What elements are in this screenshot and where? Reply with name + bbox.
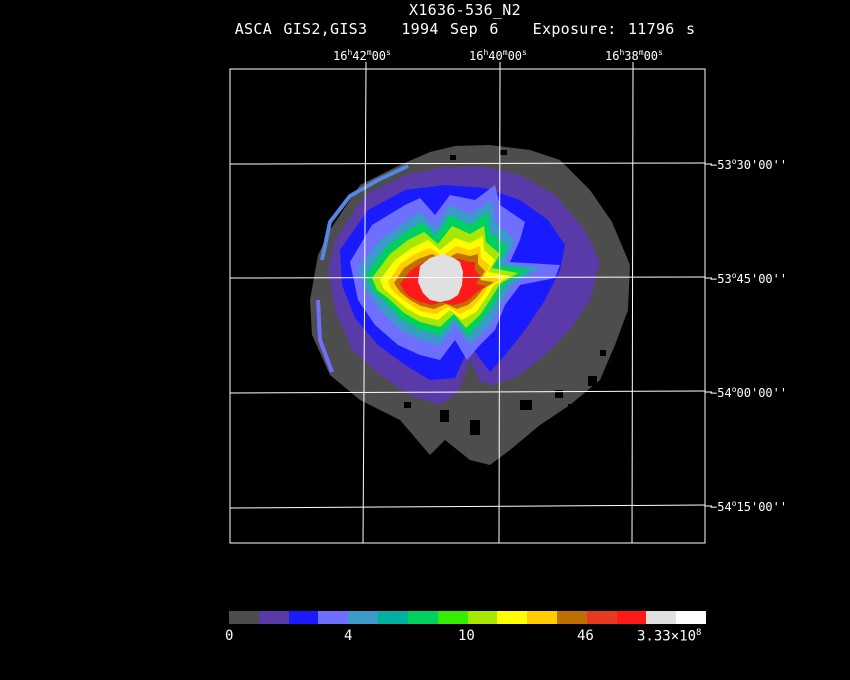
ra-gridline bbox=[498, 69, 501, 543]
colorbar-swatch bbox=[258, 611, 289, 624]
dec-label: −53o45'00'' bbox=[710, 271, 788, 286]
dec-label: −53o30'00'' bbox=[710, 157, 788, 172]
colorbar-swatch bbox=[229, 611, 259, 624]
ra-label: 16h42m00s bbox=[333, 48, 391, 63]
ra-label: 16h38m00s bbox=[605, 48, 663, 63]
dec-gridline bbox=[230, 504, 705, 509]
colorbar-swatch bbox=[646, 611, 677, 624]
ra-gridline bbox=[362, 69, 367, 543]
colorbar-swatch bbox=[288, 611, 319, 624]
dec-label: −54o00'00'' bbox=[710, 385, 788, 400]
calibration-source-rim bbox=[316, 164, 409, 373]
colorbar-swatch bbox=[467, 611, 498, 624]
colorbar-tick: 0 bbox=[225, 628, 234, 644]
colorbar-swatch bbox=[497, 611, 528, 624]
colorbar-swatch bbox=[556, 611, 587, 624]
exposure-label: Exposure: 11796 s bbox=[532, 20, 696, 38]
colorbar-swatch bbox=[348, 611, 379, 624]
dec-gridline bbox=[230, 276, 705, 279]
colorbar-swatch bbox=[318, 611, 349, 624]
colorbar-tick: 10 bbox=[458, 628, 475, 644]
colorbar-tick-max: 3.33×108 bbox=[637, 628, 702, 645]
colorbar-swatch bbox=[616, 611, 647, 624]
colorbar-tick: 46 bbox=[577, 628, 594, 644]
colorbar-swatch bbox=[676, 611, 706, 624]
date-label: 1994 Sep 6 bbox=[401, 20, 499, 38]
low-count-holes bbox=[404, 150, 606, 435]
dec-gridline bbox=[230, 390, 705, 394]
detector-field bbox=[310, 145, 630, 465]
colorbar-swatch bbox=[437, 611, 468, 624]
instrument-label: ASCA GIS2,GIS3 bbox=[234, 20, 368, 38]
colorbar-swatch bbox=[586, 611, 617, 624]
colorbar bbox=[229, 611, 706, 624]
plot-frame bbox=[229, 62, 712, 544]
colorbar-swatch bbox=[527, 611, 557, 624]
colorbar-swatch bbox=[378, 611, 408, 624]
ra-label: 16h40m00s bbox=[469, 48, 527, 63]
colorbar-swatch bbox=[407, 611, 438, 624]
observation-info: ASCA GIS2,GIS3 1994 Sep 6 Exposure: 1179… bbox=[40, 20, 850, 38]
colorbar-tick: 4 bbox=[344, 628, 353, 644]
image-title: X1636-536_N2 bbox=[409, 1, 521, 19]
dec-gridline bbox=[230, 162, 705, 165]
ra-gridline bbox=[631, 69, 634, 543]
dec-label: −54o15'00'' bbox=[710, 499, 788, 514]
coordinate-grid bbox=[230, 69, 705, 543]
